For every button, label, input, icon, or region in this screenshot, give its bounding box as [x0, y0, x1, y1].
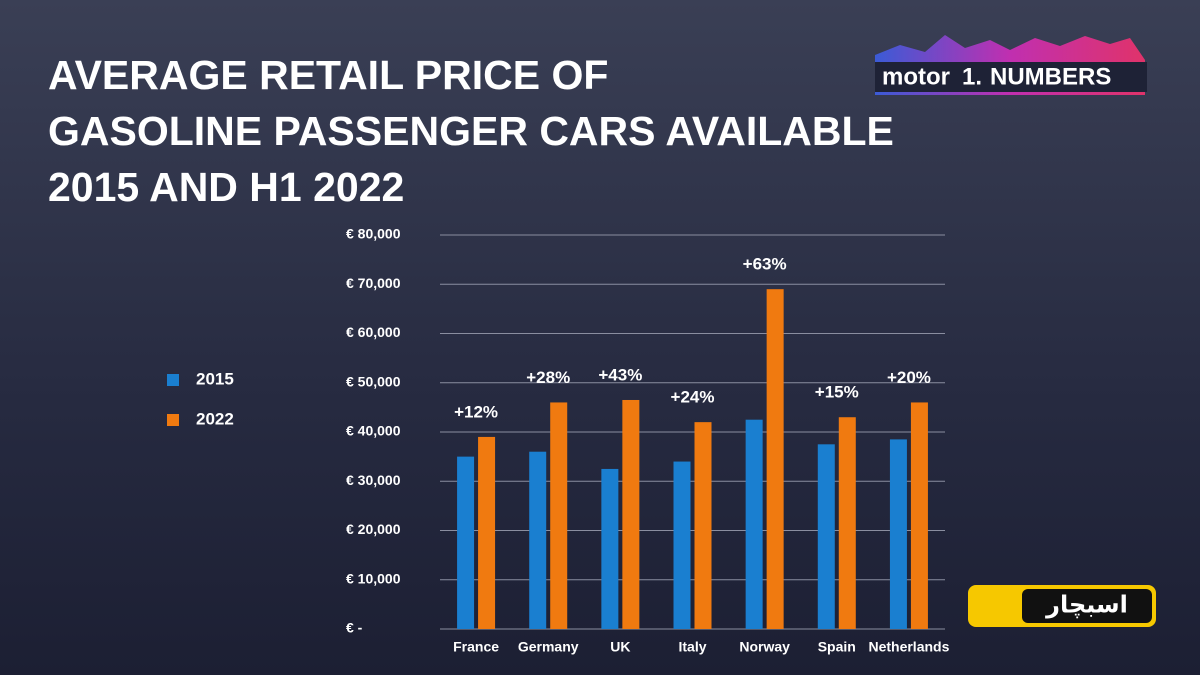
logo: motor 1. NUMBERS	[875, 35, 1147, 95]
watermark-text: اسبچار	[1045, 591, 1128, 618]
y-tick-label: € -	[346, 620, 363, 636]
x-tick-label: Germany	[518, 639, 579, 655]
watermark-inner	[1022, 589, 1152, 623]
x-tick-label: UK	[610, 639, 630, 655]
y-tick-label: € 20,000	[346, 521, 401, 537]
title-line: AVERAGE RETAIL PRICE OF	[48, 52, 608, 98]
x-tick-label: Spain	[818, 639, 856, 655]
legend-label: 2015	[196, 369, 234, 388]
bar	[745, 419, 763, 629]
bar	[622, 399, 640, 629]
bar	[766, 289, 784, 629]
bar	[550, 402, 568, 629]
y-tick-label: € 10,000	[346, 570, 401, 586]
y-tick-label: € 80,000	[346, 226, 401, 242]
legend-label: 2022	[196, 409, 234, 428]
bar	[601, 468, 619, 629]
watermark: اسبچار	[968, 585, 1156, 627]
title-line: 2015 AND H1 2022	[48, 164, 404, 210]
x-tick-label: Italy	[678, 639, 706, 655]
legend-swatch	[167, 414, 179, 426]
bar	[817, 444, 835, 629]
legend-swatch	[167, 374, 179, 386]
x-tick-label: Netherlands	[868, 639, 949, 655]
change-label: +43%	[598, 365, 642, 384]
y-tick-label: € 30,000	[346, 472, 401, 488]
bar	[478, 436, 496, 629]
bar	[838, 417, 856, 629]
logo-text: 1.	[962, 63, 982, 90]
bar	[910, 402, 928, 629]
logo-text: motor	[882, 63, 950, 90]
y-tick-label: € 60,000	[346, 324, 401, 340]
bar	[529, 451, 547, 629]
y-tick-label: € 40,000	[346, 423, 401, 439]
y-tick-label: € 50,000	[346, 373, 401, 389]
x-tick-label: Norway	[739, 639, 790, 655]
x-tick-label: France	[453, 639, 499, 655]
change-label: +20%	[887, 368, 931, 387]
change-label: +63%	[743, 255, 787, 274]
change-label: +12%	[454, 402, 498, 421]
bar	[889, 439, 907, 629]
change-label: +15%	[815, 383, 859, 402]
bar	[673, 461, 691, 629]
logo-band	[875, 62, 1147, 92]
title: AVERAGE RETAIL PRICE OF GASOLINE PASSENG…	[48, 52, 894, 210]
bar	[457, 456, 475, 629]
change-label: +24%	[671, 388, 715, 407]
change-label: +28%	[526, 368, 570, 387]
y-tick-label: € 70,000	[346, 275, 401, 291]
bar	[694, 422, 712, 629]
title-line: GASOLINE PASSENGER CARS AVAILABLE	[48, 108, 894, 154]
logo-text: NUMBERS	[990, 63, 1111, 90]
